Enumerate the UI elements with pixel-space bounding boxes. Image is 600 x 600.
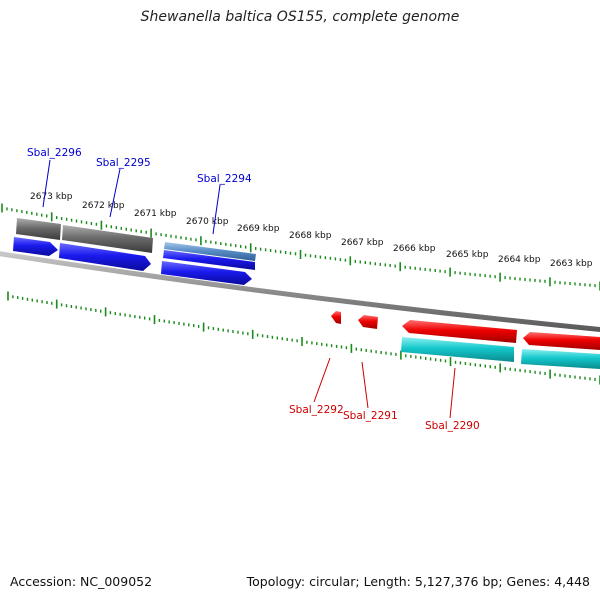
leader-lines <box>42 159 456 419</box>
gene-gray-1[interactable] <box>16 218 61 240</box>
gene-blue-2[interactable] <box>59 243 151 271</box>
gene-lightblue[interactable] <box>164 242 256 261</box>
gene-red-2[interactable] <box>523 332 600 350</box>
gene-blue-4[interactable] <box>161 261 252 285</box>
leader-sbal-2292 <box>313 357 331 403</box>
gene-labels: Sbal_2296 Sbal_2295 Sbal_2294 Sbal_2292 … <box>27 147 480 432</box>
gene-blue-1[interactable] <box>13 237 58 256</box>
gene-cyan-1[interactable] <box>401 337 514 362</box>
genome-summary-text: Topology: circular; Length: 5,127,376 bp… <box>246 574 590 589</box>
leader-sbal-2291 <box>361 361 369 409</box>
kbp-label: 2669 kbp <box>237 224 280 234</box>
kbp-label: 2663 kbp <box>550 259 593 269</box>
kbp-label: 2664 kbp <box>498 255 541 265</box>
kbp-label: 2673 kbp <box>30 192 73 202</box>
gene-label-sbal-2290[interactable]: Sbal_2290 <box>425 420 480 432</box>
figure-title: Shewanella baltica OS155, complete genom… <box>140 9 460 25</box>
gene-cyan-2[interactable] <box>521 349 600 369</box>
kbp-label: 2666 kbp <box>393 244 436 254</box>
gene-label-sbal-2291[interactable]: Sbal_2291 <box>343 410 398 422</box>
forward-genes <box>13 218 256 285</box>
kbp-label: 2668 kbp <box>289 231 332 241</box>
gene-blue-3[interactable] <box>163 250 255 270</box>
kbp-label: 2665 kbp <box>446 250 489 260</box>
kbp-label: 2672 kbp <box>82 201 125 211</box>
kbp-label: 2671 kbp <box>134 209 177 219</box>
kbp-label: 2667 kbp <box>341 238 384 248</box>
reverse-genes <box>331 311 600 369</box>
leader-sbal-2296 <box>42 159 51 208</box>
leader-sbal-2294 <box>212 184 221 235</box>
gene-red-small-2[interactable] <box>358 315 378 329</box>
gene-label-sbal-2296[interactable]: Sbal_2296 <box>27 147 82 159</box>
kbp-labels: 2673 kbp 2672 kbp 2671 kbp 2670 kbp 2669… <box>30 192 593 269</box>
gene-label-sbal-2292[interactable]: Sbal_2292 <box>289 404 344 416</box>
leader-sbal-2295 <box>109 168 121 218</box>
kbp-ticks-upper <box>1 203 600 291</box>
gene-label-sbal-2295[interactable]: Sbal_2295 <box>96 157 151 169</box>
kbp-ticks-lower <box>7 291 600 385</box>
gene-gray-2[interactable] <box>62 225 153 253</box>
gene-red-small-1[interactable] <box>331 311 341 324</box>
leader-sbal-2290 <box>449 367 456 419</box>
kbp-label: 2670 kbp <box>186 217 229 227</box>
gene-red-1[interactable] <box>402 320 517 343</box>
genome-backbone <box>0 251 600 333</box>
gene-label-sbal-2294[interactable]: Sbal_2294 <box>197 173 252 185</box>
accession-text: Accession: NC_009052 <box>10 574 153 589</box>
